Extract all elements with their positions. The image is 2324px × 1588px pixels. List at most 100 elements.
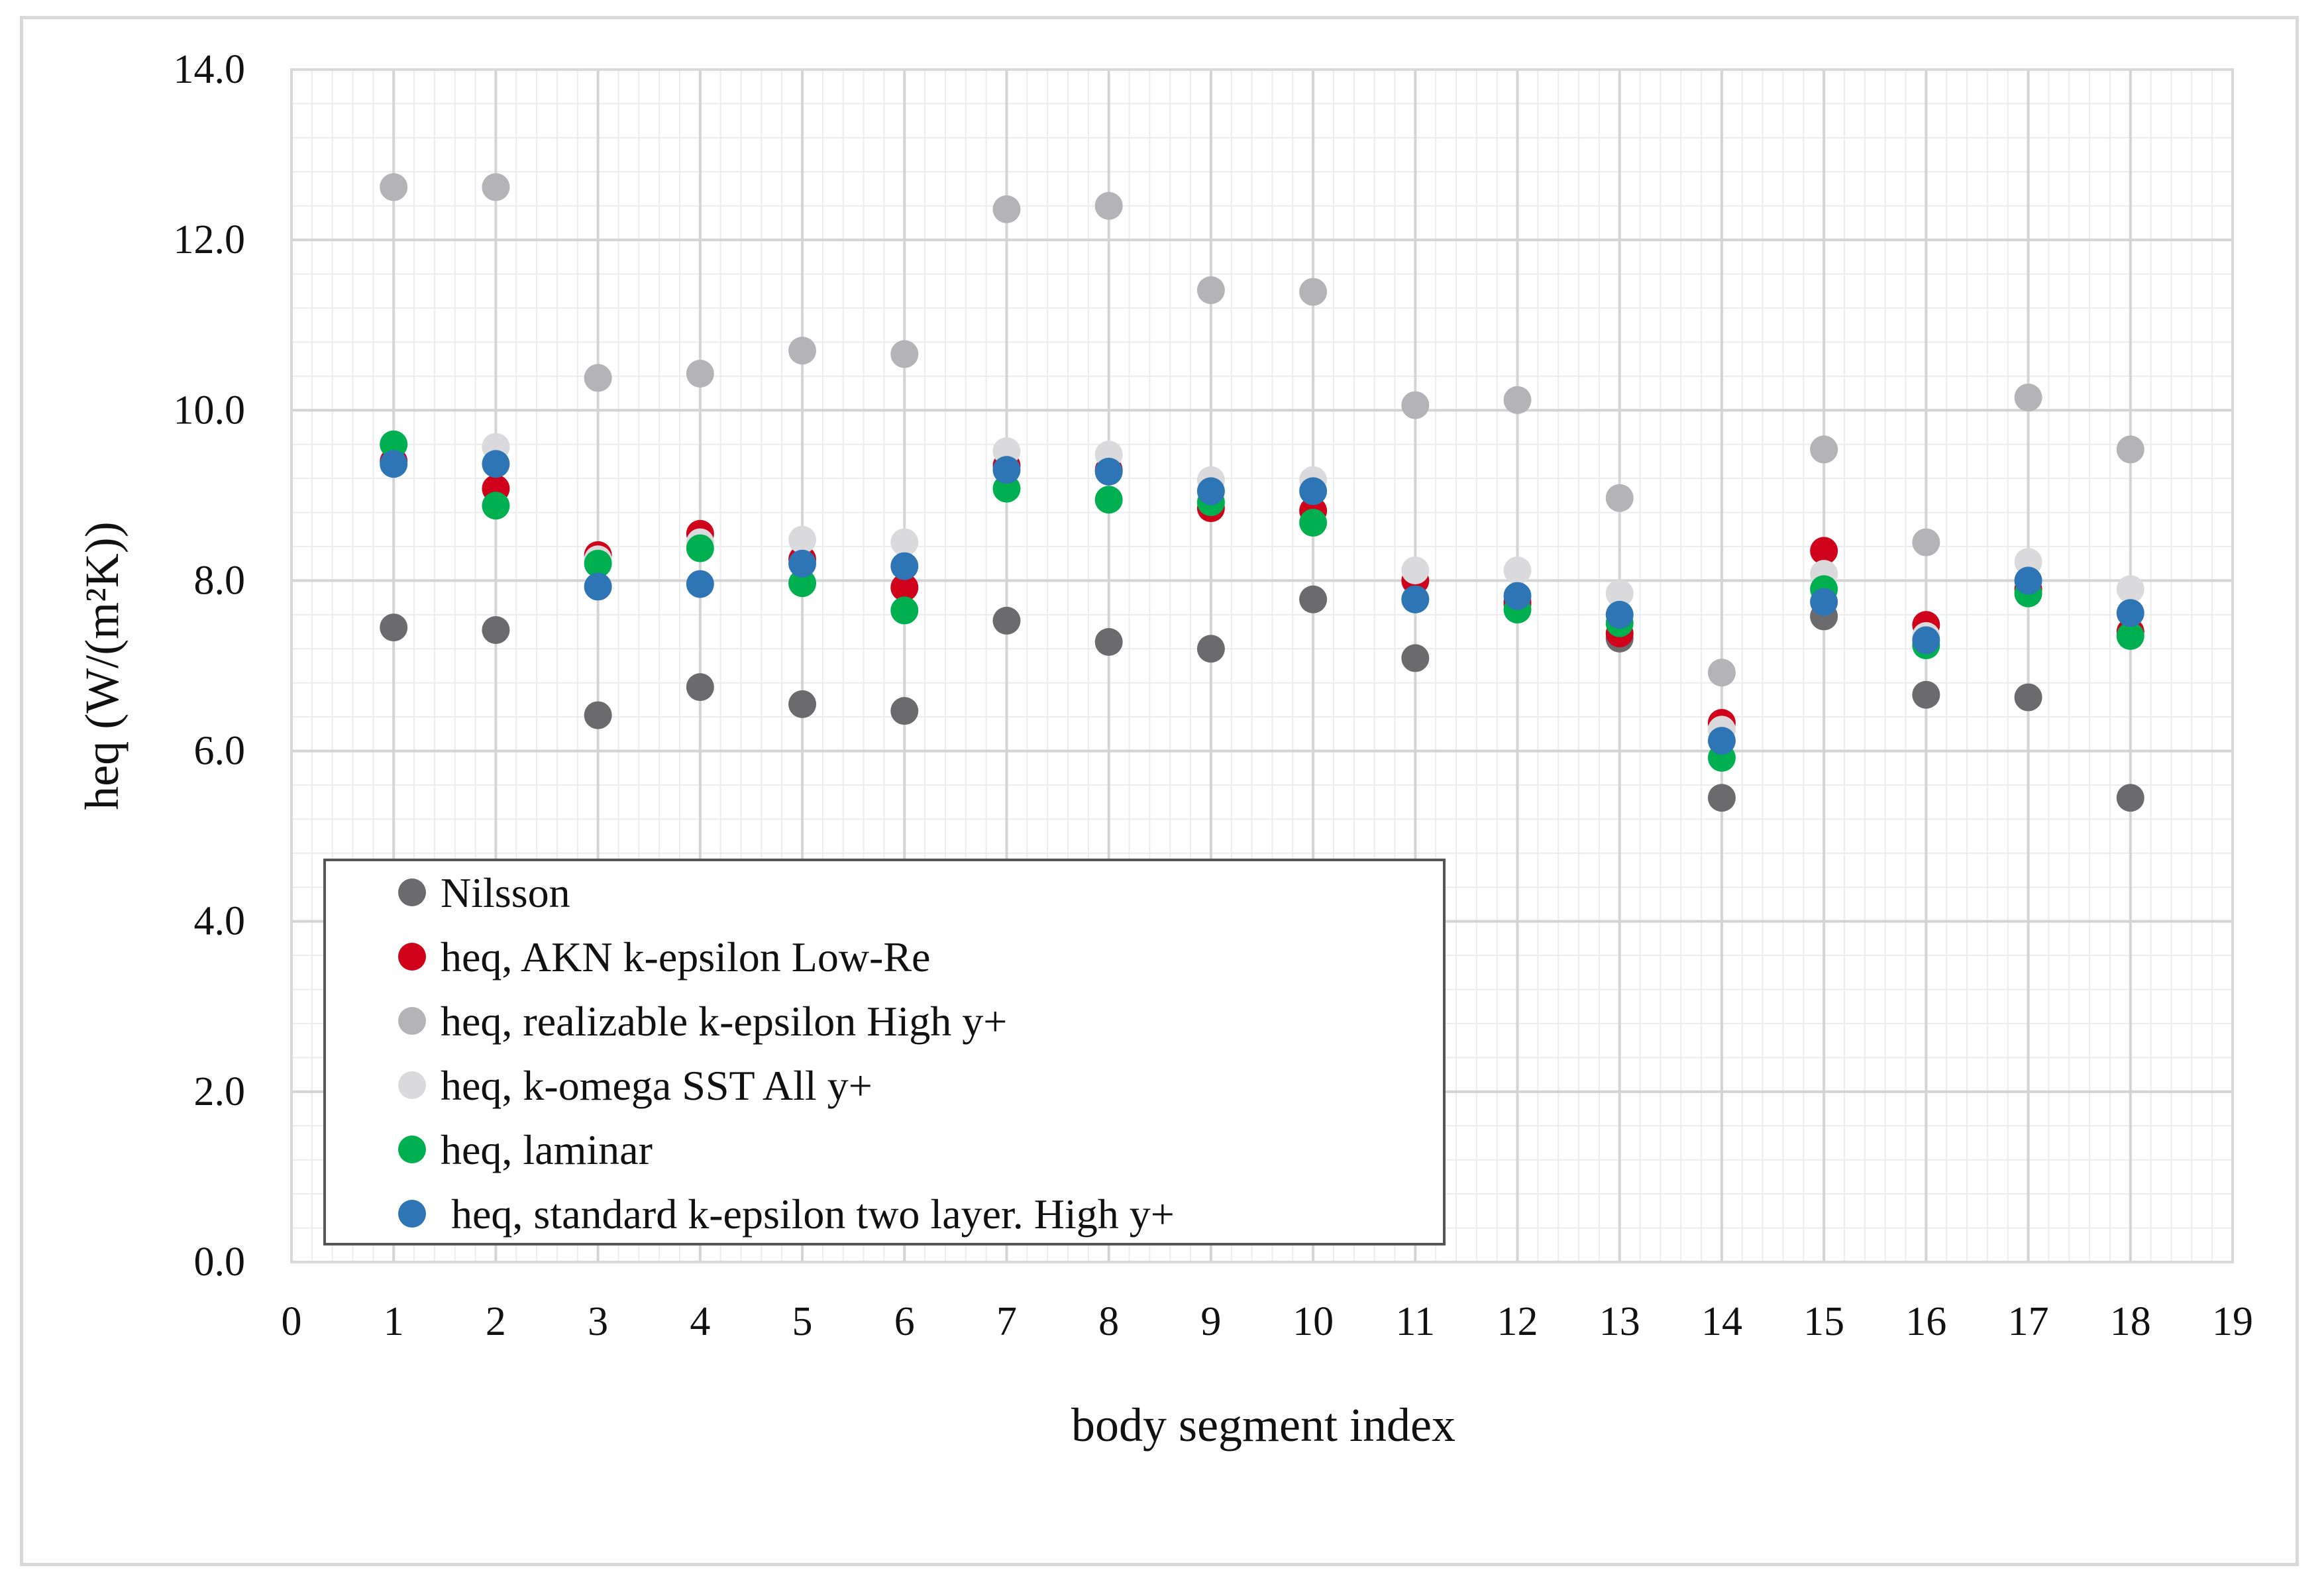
legend: Nilsson heq, AKN k-epsilon Low-Re heq, rea… <box>323 859 1446 1245</box>
data-point <box>2116 599 2144 627</box>
x-tick-label: 14 <box>1701 1299 1742 1344</box>
y-tick-label: 8.0 <box>194 558 246 603</box>
data-point <box>1196 477 1225 505</box>
data-point <box>2116 435 2144 464</box>
data-point <box>2014 566 2042 595</box>
data-point <box>2014 683 2042 712</box>
x-tick-label: 3 <box>588 1299 608 1344</box>
y-tick-label: 2.0 <box>194 1069 246 1114</box>
legend-label: Nilsson <box>441 869 570 916</box>
data-point <box>890 596 919 625</box>
data-point <box>992 195 1021 223</box>
data-point <box>380 613 408 642</box>
x-axis-ticks: 0 1 2 3 4 5 6 7 8 9 10 11 12 13 14 15 16 17 18 19 <box>282 1299 2254 1344</box>
series-2 <box>380 447 2144 737</box>
data-point <box>788 690 817 718</box>
data-point <box>1912 680 1940 709</box>
data-point <box>992 456 1021 484</box>
y-axis-ticks: 0.0 2.0 4.0 6.0 8.0 10.0 12.0 14.0 <box>174 47 246 1285</box>
data-point <box>1707 784 1736 812</box>
data-point <box>1299 509 1328 537</box>
data-point <box>686 534 714 562</box>
data-point <box>1503 582 1532 610</box>
data-point <box>1401 391 1430 419</box>
data-point <box>2116 784 2144 812</box>
data-point <box>1707 659 1736 687</box>
series-6 <box>380 450 2144 755</box>
x-tick-label: 10 <box>1293 1299 1334 1344</box>
data-point <box>584 549 612 578</box>
x-tick-label: 16 <box>1905 1299 1946 1344</box>
x-tick-label: 18 <box>2110 1299 2151 1344</box>
x-tick-label: 2 <box>486 1299 506 1344</box>
legend-marker <box>398 943 426 971</box>
legend-label: heq, laminar <box>441 1126 653 1173</box>
x-axis-title: body segment index <box>1071 1399 1455 1452</box>
data-point <box>1503 386 1532 414</box>
legend-label: heq, realizable k-epsilon High y+ <box>441 998 1007 1045</box>
data-point <box>1605 600 1634 629</box>
data-point <box>1605 579 1634 608</box>
data-point <box>1401 585 1430 613</box>
data-point <box>890 573 919 602</box>
legend-box <box>323 859 1446 1245</box>
data-point <box>788 337 817 365</box>
legend-marker <box>398 1200 426 1228</box>
data-point <box>2116 622 2144 650</box>
data-point <box>2014 384 2042 411</box>
series-3 <box>380 173 2144 687</box>
series-1 <box>380 585 2144 812</box>
x-tick-label: 6 <box>894 1299 915 1344</box>
x-tick-label: 13 <box>1599 1299 1640 1344</box>
data-point <box>1810 435 1838 464</box>
data-point <box>788 569 817 598</box>
x-tick-label: 7 <box>996 1299 1017 1344</box>
data-point <box>686 360 714 388</box>
data-point <box>482 616 510 644</box>
data-point <box>1401 556 1430 584</box>
x-tick-label: 11 <box>1395 1299 1435 1344</box>
data-point <box>890 528 919 556</box>
data-point <box>1196 276 1225 304</box>
data-point <box>584 572 612 601</box>
x-tick-label: 19 <box>2212 1299 2253 1344</box>
series-5 <box>380 430 2144 772</box>
data-point <box>1094 457 1123 486</box>
series-4 <box>380 430 2144 744</box>
data-point <box>992 606 1021 635</box>
data-point <box>1299 585 1328 613</box>
legend-label: heq, AKN k-epsilon Low-Re <box>441 933 930 980</box>
data-point <box>686 673 714 702</box>
data-point <box>1094 191 1123 220</box>
y-tick-label: 14.0 <box>174 47 246 92</box>
y-tick-label: 12.0 <box>174 217 246 262</box>
data-point <box>788 525 817 554</box>
data-point <box>1810 537 1838 565</box>
data-point <box>380 430 408 458</box>
data-point <box>686 570 714 598</box>
data-point <box>1094 628 1123 656</box>
y-tick-label: 10.0 <box>174 388 246 433</box>
data-point <box>1094 486 1123 514</box>
legend-marker <box>398 878 426 906</box>
data-point <box>1605 484 1634 512</box>
data-points <box>380 173 2144 812</box>
legend-marker <box>398 1136 426 1163</box>
data-point <box>1401 644 1430 672</box>
x-tick-label: 17 <box>2008 1299 2049 1344</box>
y-tick-label: 0.0 <box>194 1240 246 1285</box>
data-point <box>1196 635 1225 663</box>
x-tick-label: 15 <box>1803 1299 1844 1344</box>
data-point <box>482 450 510 478</box>
data-point <box>1707 727 1736 755</box>
data-point <box>380 450 408 478</box>
data-point <box>1299 477 1328 505</box>
x-tick-label: 5 <box>792 1299 813 1344</box>
x-tick-label: 12 <box>1497 1299 1538 1344</box>
legend-label: heq, k-omega SST All y+ <box>441 1062 872 1109</box>
data-point <box>2116 575 2144 604</box>
plot-area-border <box>290 68 2234 1263</box>
data-point <box>890 552 919 580</box>
legend-marker <box>398 1071 426 1099</box>
